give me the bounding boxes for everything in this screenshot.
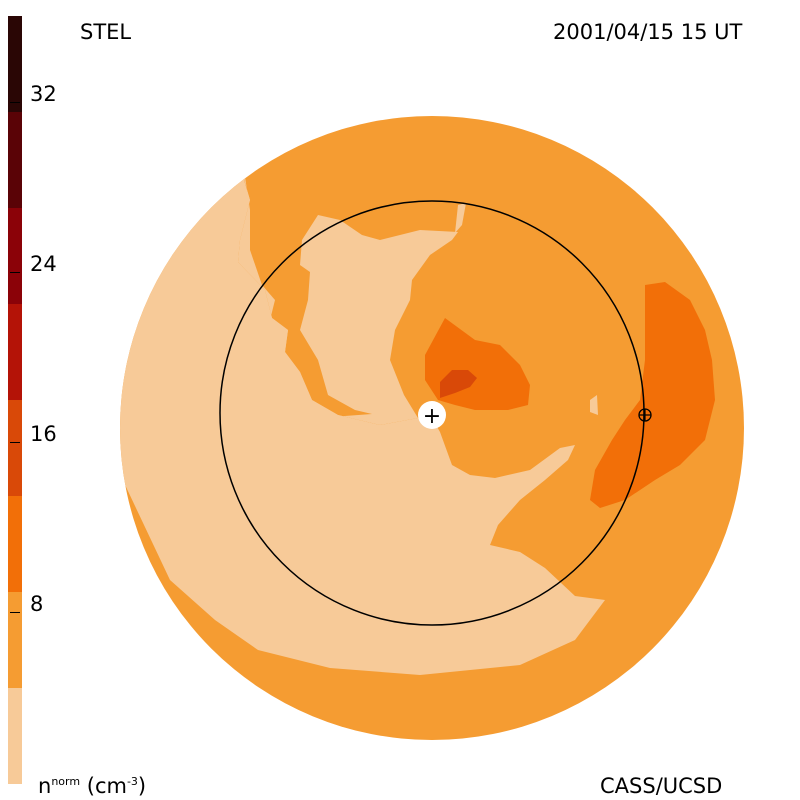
- colorbar-tick-label: 16: [30, 422, 57, 446]
- footer-right: CASS/UCSD: [600, 774, 723, 798]
- colorbar-label-close: ): [137, 774, 147, 798]
- colorbar-segment: [8, 208, 22, 304]
- mid-density-east: [590, 282, 715, 508]
- colorbar-tick-label: 32: [30, 82, 57, 106]
- title-left: STEL: [80, 20, 132, 44]
- low-density-southwest: [120, 160, 605, 675]
- colorbar-tick: [10, 272, 20, 273]
- colorbar-segment: [8, 112, 22, 208]
- colorbar-label: nnorm (cm-3): [38, 776, 146, 797]
- colorbar-label-unit: (cm: [86, 774, 127, 798]
- low-density-spot: [590, 395, 598, 415]
- colorbar-tick: [10, 612, 20, 613]
- colorbar-tick: [10, 102, 20, 103]
- low-density-region: [238, 165, 458, 425]
- colorbar: [8, 16, 22, 784]
- colorbar-segment: [8, 496, 22, 592]
- colorbar-segment: [8, 16, 22, 112]
- colorbar-label-base: n: [38, 774, 52, 798]
- colorbar-tick-label: 24: [30, 252, 57, 276]
- earth-orbit-circle: [219, 200, 645, 626]
- high-density-spot: [440, 370, 477, 398]
- colorbar-label-sup: norm: [51, 775, 81, 788]
- colorbar-tick: [10, 442, 20, 443]
- sun-marker: [418, 401, 446, 429]
- colorbar-label-unit-sup: -3: [126, 775, 138, 788]
- colorbar-segment: [8, 304, 22, 400]
- title-right: 2001/04/15 15 UT: [553, 20, 743, 44]
- colorbar-segment: [8, 400, 22, 496]
- colorbar-tick-label: 8: [30, 592, 44, 616]
- low-density-sliver: [455, 203, 466, 233]
- colorbar-segment: [8, 688, 22, 784]
- colorbar-segment: [8, 592, 22, 688]
- sun-plus-symbol: +: [423, 404, 441, 429]
